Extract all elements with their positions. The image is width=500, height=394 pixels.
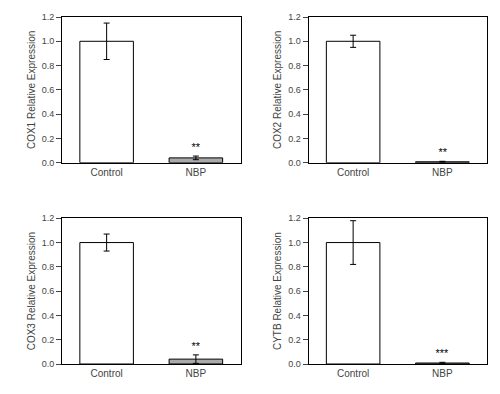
svg-text:0.8: 0.8 [288,61,301,71]
svg-text:1.0: 1.0 [42,36,55,46]
svg-text:1.0: 1.0 [42,238,55,248]
svg-text:**: ** [191,141,200,153]
svg-text:**: ** [438,146,447,158]
svg-text:0.6: 0.6 [288,286,301,296]
svg-text:***: *** [435,347,449,359]
svg-text:NBP: NBP [432,368,453,379]
svg-text:0.4: 0.4 [288,109,301,119]
svg-text:0.8: 0.8 [42,61,55,71]
svg-text:0.6: 0.6 [42,85,55,95]
svg-text:1.2: 1.2 [288,12,301,22]
svg-text:0.2: 0.2 [42,134,55,144]
svg-text:0.4: 0.4 [42,311,55,321]
svg-text:COX3 Relative Expression: COX3 Relative Expression [26,232,37,350]
svg-text:Control: Control [91,167,123,178]
svg-text:0.4: 0.4 [288,311,301,321]
svg-text:0.4: 0.4 [42,109,55,119]
svg-text:0.2: 0.2 [42,335,55,345]
svg-text:1.0: 1.0 [288,36,301,46]
svg-text:CYTB Relative Expression: CYTB Relative Expression [272,232,283,350]
svg-text:NBP: NBP [186,368,207,379]
svg-text:NBP: NBP [186,167,207,178]
svg-text:0.0: 0.0 [288,158,301,168]
svg-text:0.6: 0.6 [42,286,55,296]
svg-text:Control: Control [337,167,369,178]
svg-text:NBP: NBP [432,167,453,178]
svg-text:1.0: 1.0 [288,238,301,248]
svg-text:Control: Control [91,368,123,379]
svg-text:0.0: 0.0 [42,158,55,168]
svg-text:COX2 Relative Expression: COX2 Relative Expression [272,31,283,149]
svg-text:**: ** [191,340,200,352]
svg-text:0.0: 0.0 [42,359,55,369]
svg-text:0.8: 0.8 [288,262,301,272]
svg-text:Control: Control [337,368,369,379]
svg-text:1.2: 1.2 [42,12,55,22]
svg-text:0.2: 0.2 [288,335,301,345]
svg-text:0.0: 0.0 [288,359,301,369]
svg-text:0.2: 0.2 [288,134,301,144]
svg-text:0.8: 0.8 [42,262,55,272]
svg-text:1.2: 1.2 [288,213,301,223]
svg-text:0.6: 0.6 [288,85,301,95]
svg-text:COX1 Relative Expression: COX1 Relative Expression [26,31,37,149]
svg-text:1.2: 1.2 [42,213,55,223]
